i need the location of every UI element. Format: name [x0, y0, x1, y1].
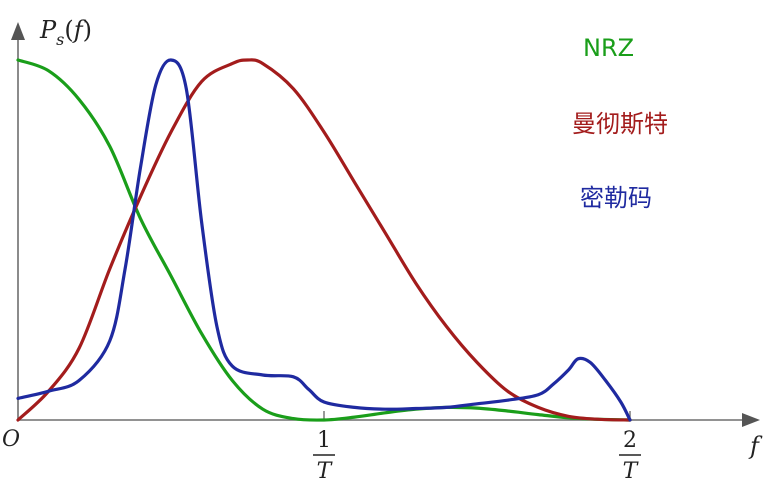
origin-label: O [2, 427, 20, 452]
nrz-curve [16, 58, 632, 422]
miller-curve [16, 58, 632, 422]
x-axis-label: f [748, 432, 763, 460]
legend-miller: 密勒码 [580, 184, 652, 212]
y-axis-label: Ps(f) [39, 16, 92, 49]
x-ticks: 1 T 2 T [313, 411, 641, 484]
x-tick-label-denominator: T [623, 459, 640, 484]
series-lines [16, 58, 632, 422]
legend-nrz: NRZ [583, 34, 634, 62]
x-tick-label-denominator: T [317, 459, 334, 484]
manchester-curve [16, 58, 632, 422]
x-tick-label-numerator: 2 [623, 428, 637, 453]
x-axis-arrow [742, 413, 760, 427]
x-tick-label-numerator: 1 [317, 428, 331, 453]
legend-manchester: 曼彻斯特 [572, 110, 668, 138]
y-axis-arrow [11, 22, 25, 40]
